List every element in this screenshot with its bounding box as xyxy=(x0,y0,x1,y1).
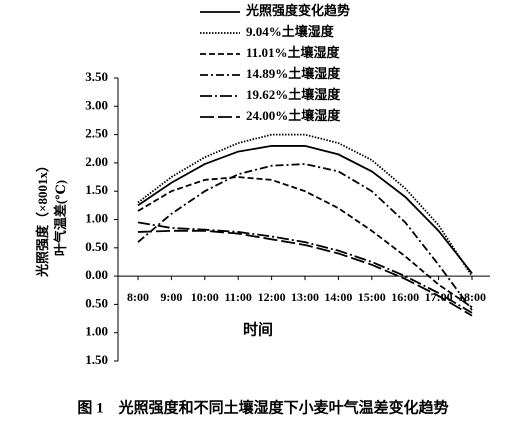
y-tick-label: 1.00 xyxy=(85,324,108,339)
y-tick-label: 2.00 xyxy=(85,154,108,169)
y-axis-label: 光照强度（×8001x） xyxy=(35,159,50,278)
x-tick-label: 10:00 xyxy=(191,290,219,304)
y-tick-label: 0.50 xyxy=(85,239,108,254)
x-tick-label: 15:00 xyxy=(358,290,386,304)
y-tick-label: 3.00 xyxy=(85,97,108,112)
y-tick-label: 0.50 xyxy=(85,295,108,310)
y-tick-label: 1.50 xyxy=(85,352,108,367)
y-tick-label: 1.50 xyxy=(85,182,108,197)
legend-label: 11.01%土壤湿度 xyxy=(246,45,341,60)
y-tick-label: 3.50 xyxy=(85,69,108,84)
legend-label: 光照强度变化趋势 xyxy=(245,3,350,18)
series-line xyxy=(137,229,473,317)
y-tick-label: 2.50 xyxy=(85,126,108,141)
x-tick-label: 9:00 xyxy=(160,290,182,304)
x-tick-label: 14:00 xyxy=(324,290,352,304)
y-tick-label: 0.00 xyxy=(85,267,108,282)
legend-label: 24.00%土壤湿度 xyxy=(246,108,341,123)
legend-label: 19.62%土壤湿度 xyxy=(246,87,341,102)
legend-label: 9.04%土壤湿度 xyxy=(246,24,335,39)
series-line xyxy=(137,133,473,277)
series-line xyxy=(137,176,473,308)
y-tick-label: 1.00 xyxy=(85,210,108,225)
x-tick-label: 11:00 xyxy=(225,290,252,304)
legend-label: 14.89%土壤湿度 xyxy=(246,66,341,81)
x-tick-label: 13:00 xyxy=(291,290,319,304)
x-tick-label: 12:00 xyxy=(258,290,286,304)
y-axis-label: 叶气温差(℃) xyxy=(53,180,68,256)
x-axis-label: 时间 xyxy=(243,320,273,338)
caption: 图 1 光照强度和不同土壤湿度下小麦叶气温差变化趋势 xyxy=(77,398,448,416)
x-tick-label: 8:00 xyxy=(127,290,149,304)
series-line xyxy=(137,163,473,311)
series-line xyxy=(137,221,473,314)
x-tick-label: 16:00 xyxy=(391,290,419,304)
series-line xyxy=(137,145,473,274)
